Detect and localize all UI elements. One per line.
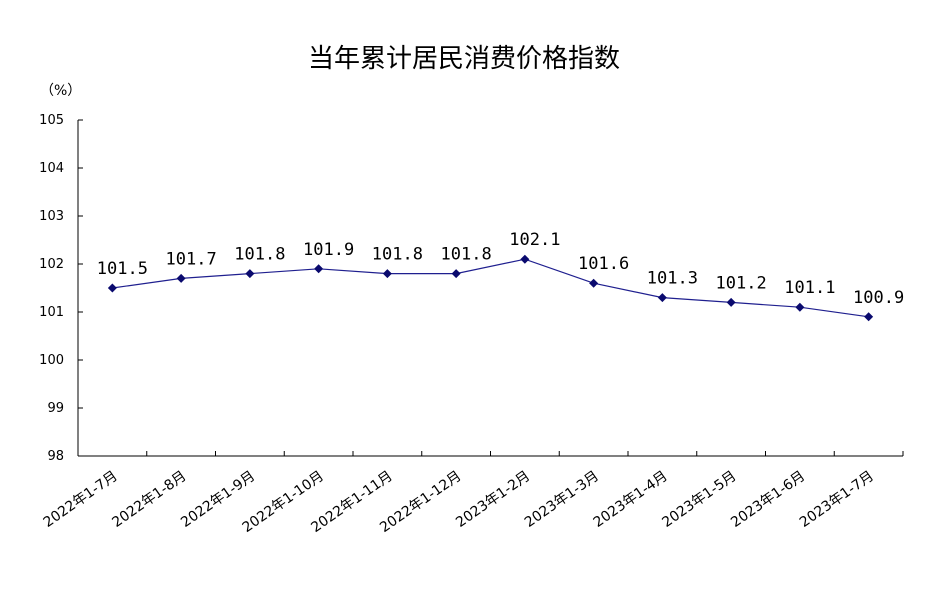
x-tick-label: 2022年1-7月 [41,468,121,531]
x-tick-label: 2023年1-4月 [591,468,671,531]
data-label: 100.9 [853,288,904,308]
y-tick-label: 100 [39,353,64,368]
y-axis-unit: （%） [40,83,82,99]
data-label: 101.6 [578,254,629,274]
y-tick-label: 99 [47,401,64,416]
data-point-marker [589,278,599,288]
x-tick-label: 2023年1-3月 [522,468,602,531]
x-tick-label: 2023年1-2月 [453,468,533,531]
data-point-marker [314,264,324,274]
data-label: 102.1 [509,230,560,250]
data-point-marker [795,302,805,312]
x-tick-label: 2023年1-5月 [659,468,739,531]
data-label: 101.8 [372,245,423,265]
x-tick-label: 2022年1-8月 [109,468,189,531]
data-label: 101.1 [784,278,835,298]
x-tick-label: 2023年1-7月 [797,468,877,531]
data-point-marker [657,293,667,303]
y-tick-label: 98 [47,449,64,464]
data-label: 101.9 [303,240,354,260]
x-ticks: 2022年1-7月2022年1-8月2022年1-9月2022年1-10月202… [41,451,904,536]
data-point-marker [864,312,874,322]
data-point-marker [726,297,736,307]
y-tick-label: 103 [39,209,64,224]
y-ticks: 98 99 100 101 102 103 104 105 [39,113,83,464]
y-tick-label: 101 [39,305,64,320]
data-point-marker [176,273,186,283]
y-tick-label: 104 [39,161,64,176]
y-tick-label: 102 [39,257,64,272]
y-tick-label: 105 [39,113,64,128]
axes [77,120,903,457]
x-tick-label: 2023年1-6月 [728,468,808,531]
data-point-marker [245,269,255,279]
data-label: 101.3 [647,269,698,289]
data-label: 101.8 [441,245,492,265]
data-label: 101.7 [166,249,217,269]
data-point-marker [520,254,530,264]
series-line-path [112,258,869,318]
data-label: 101.8 [234,245,285,265]
data-labels: 101.5 101.7 101.8 101.9 101.8 101.8 102.1 101.6… [97,230,904,308]
data-point-marker [451,269,461,279]
data-label: 101.5 [97,259,148,279]
data-point-marker [382,269,392,279]
data-point-marker [107,283,117,293]
data-points [107,254,874,322]
data-label: 101.2 [716,273,767,293]
series-line [112,258,869,318]
chart-title: 当年累计居民消费价格指数 [307,44,620,74]
